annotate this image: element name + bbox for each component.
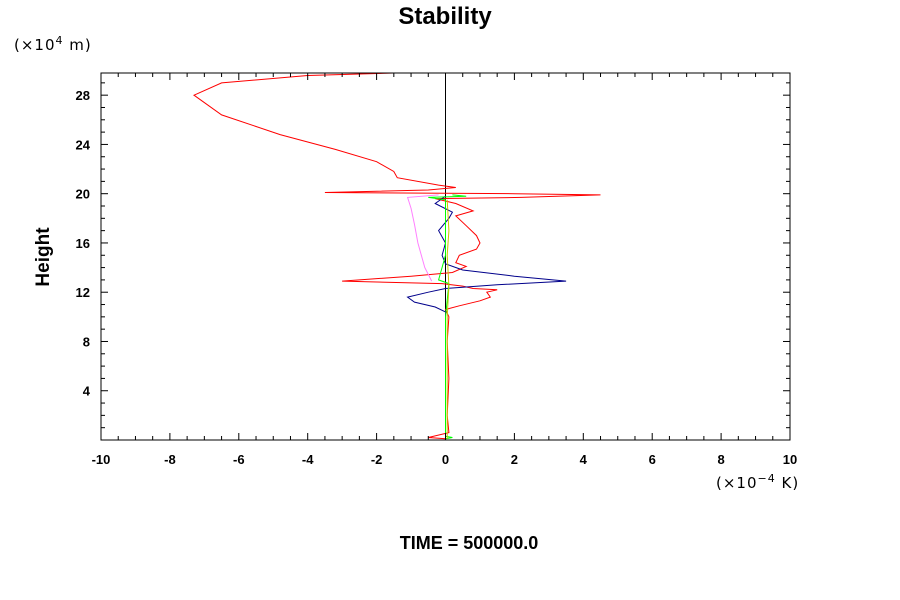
series-line-1 (192, 72, 601, 440)
y-tick-label: 12 (76, 285, 90, 300)
x-tick-label: 0 (442, 452, 449, 467)
x-unit-label: (×10−4 K) (716, 472, 799, 492)
x-tick-label: 4 (580, 452, 588, 467)
x-tick-label: 2 (511, 452, 518, 467)
series-line-3 (406, 194, 439, 282)
y-tick-label: 24 (76, 137, 91, 152)
x-tick-label: 8 (717, 452, 724, 467)
y-tick-label: 20 (76, 187, 90, 202)
x-tick-label: -4 (302, 452, 314, 467)
series-line-5 (446, 199, 450, 439)
y-tick-label: 8 (83, 334, 90, 349)
y-axis-label: Height (33, 227, 54, 287)
x-tick-label: 6 (649, 452, 656, 467)
x-tick-label: -8 (164, 452, 176, 467)
time-label: TIME = 500000.0 (400, 533, 539, 553)
y-tick-label: 28 (76, 88, 90, 103)
x-tick-label: -10 (92, 452, 111, 467)
chart-title: Stability (398, 3, 492, 30)
x-tick-label: -6 (233, 452, 245, 467)
x-tick-label: 10 (783, 452, 797, 467)
x-tick-label: -2 (371, 452, 383, 467)
series-line-4 (428, 194, 467, 440)
y-unit-label: (×104 m) (14, 34, 92, 54)
series-line-2 (406, 195, 567, 439)
y-tick-label: 16 (76, 236, 90, 251)
y-tick-label: 4 (83, 384, 91, 399)
